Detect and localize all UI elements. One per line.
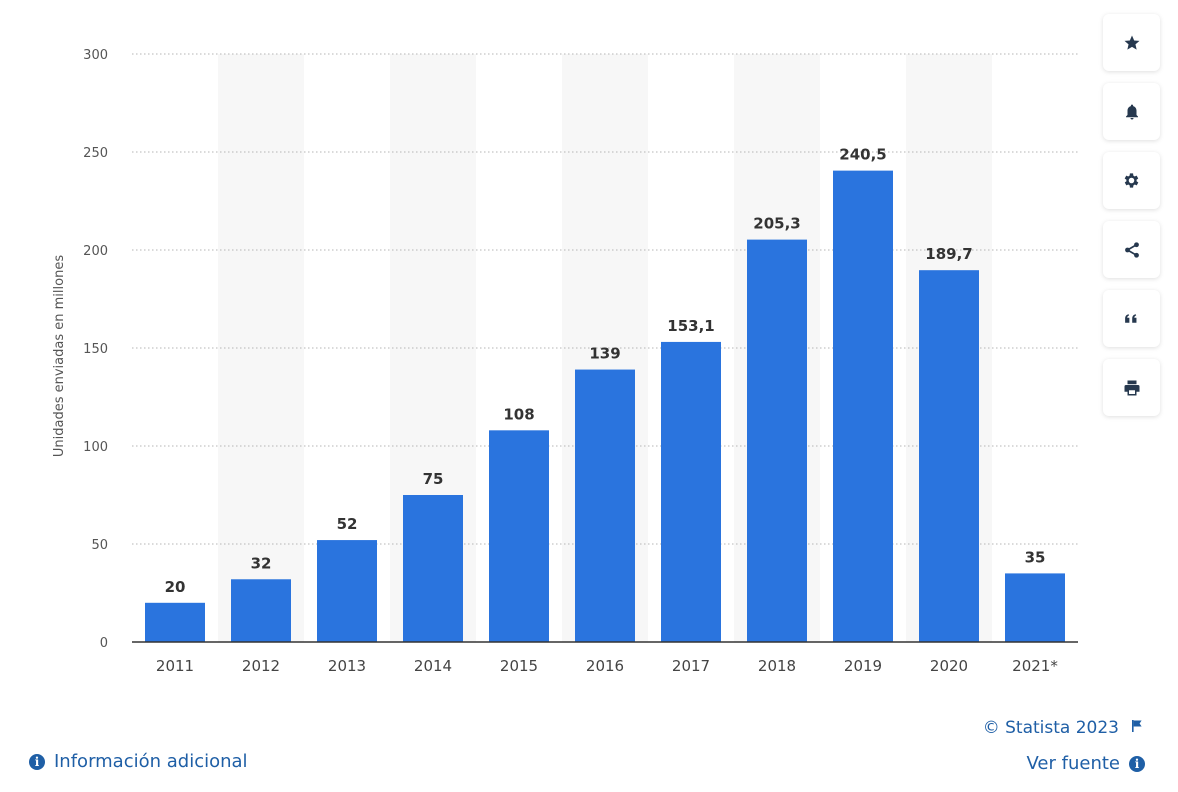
y-tick-label: 300 — [83, 48, 108, 63]
y-tick-label: 100 — [83, 440, 108, 455]
source-label: Ver fuente — [1026, 753, 1120, 774]
x-tick-label: 2014 — [414, 657, 452, 675]
data-label: 108 — [503, 405, 534, 423]
bell-icon — [1125, 104, 1138, 119]
additional-info-label: Información adicional — [54, 751, 248, 772]
bar[interactable] — [661, 341, 721, 642]
copyright-link[interactable]: © Statista 2023 — [983, 718, 1143, 738]
flag-icon — [1131, 718, 1143, 738]
data-label: 32 — [251, 554, 272, 572]
y-tick-label: 200 — [83, 244, 108, 259]
x-tick-label: 2020 — [930, 657, 968, 675]
y-tick-label: 150 — [83, 342, 108, 357]
data-label: 52 — [337, 515, 358, 533]
x-tick-label: 2019 — [844, 657, 882, 675]
data-label: 35 — [1025, 548, 1046, 566]
x-tick-label: 2011 — [156, 657, 194, 675]
favorite-button[interactable] — [1103, 14, 1160, 71]
bar[interactable] — [833, 170, 893, 642]
data-label: 205,3 — [753, 215, 800, 233]
copyright-text: © Statista 2023 — [982, 718, 1119, 738]
chart-toolbar — [1103, 14, 1160, 428]
bar[interactable] — [1005, 573, 1065, 642]
bar[interactable] — [489, 430, 549, 642]
source-link[interactable]: Ver fuente i — [1027, 753, 1145, 774]
data-label: 20 — [165, 578, 186, 596]
x-tick-label: 2016 — [586, 657, 624, 675]
settings-button[interactable] — [1103, 152, 1160, 209]
x-tick-label: 2012 — [242, 657, 280, 675]
data-label: 153,1 — [667, 317, 714, 335]
bar[interactable] — [317, 540, 377, 642]
print-button[interactable] — [1103, 359, 1160, 416]
bar[interactable] — [919, 270, 979, 642]
quote-icon — [1125, 314, 1137, 323]
bar[interactable] — [747, 239, 807, 642]
x-tick-label: 2013 — [328, 657, 366, 675]
share-button[interactable] — [1103, 221, 1160, 278]
gear-icon — [1124, 173, 1139, 188]
additional-info-link[interactable]: i Información adicional — [29, 751, 248, 772]
y-tick-label: 0 — [100, 636, 108, 651]
bar[interactable] — [403, 495, 463, 642]
x-tick-label: 2018 — [758, 657, 796, 675]
data-label: 139 — [589, 345, 620, 363]
data-label: 240,5 — [839, 146, 886, 164]
info-icon: i — [29, 753, 45, 770]
share-icon — [1124, 241, 1139, 258]
y-tick-label: 50 — [91, 538, 108, 553]
x-tick-label: 2021* — [1012, 657, 1058, 675]
bar[interactable] — [145, 602, 205, 642]
data-label: 75 — [423, 470, 444, 488]
y-axis-title: Unidades enviadas en millones — [52, 255, 67, 457]
info-icon: i — [1129, 755, 1145, 772]
star-icon — [1124, 35, 1139, 50]
print-icon — [1124, 380, 1139, 395]
y-tick-label: 250 — [83, 146, 108, 161]
notification-button[interactable] — [1103, 83, 1160, 140]
x-tick-label: 2017 — [672, 657, 710, 675]
bar[interactable] — [575, 369, 635, 642]
x-tick-label: 2015 — [500, 657, 538, 675]
data-label: 189,7 — [925, 245, 972, 263]
bar[interactable] — [231, 579, 291, 642]
cite-button[interactable] — [1103, 290, 1160, 347]
